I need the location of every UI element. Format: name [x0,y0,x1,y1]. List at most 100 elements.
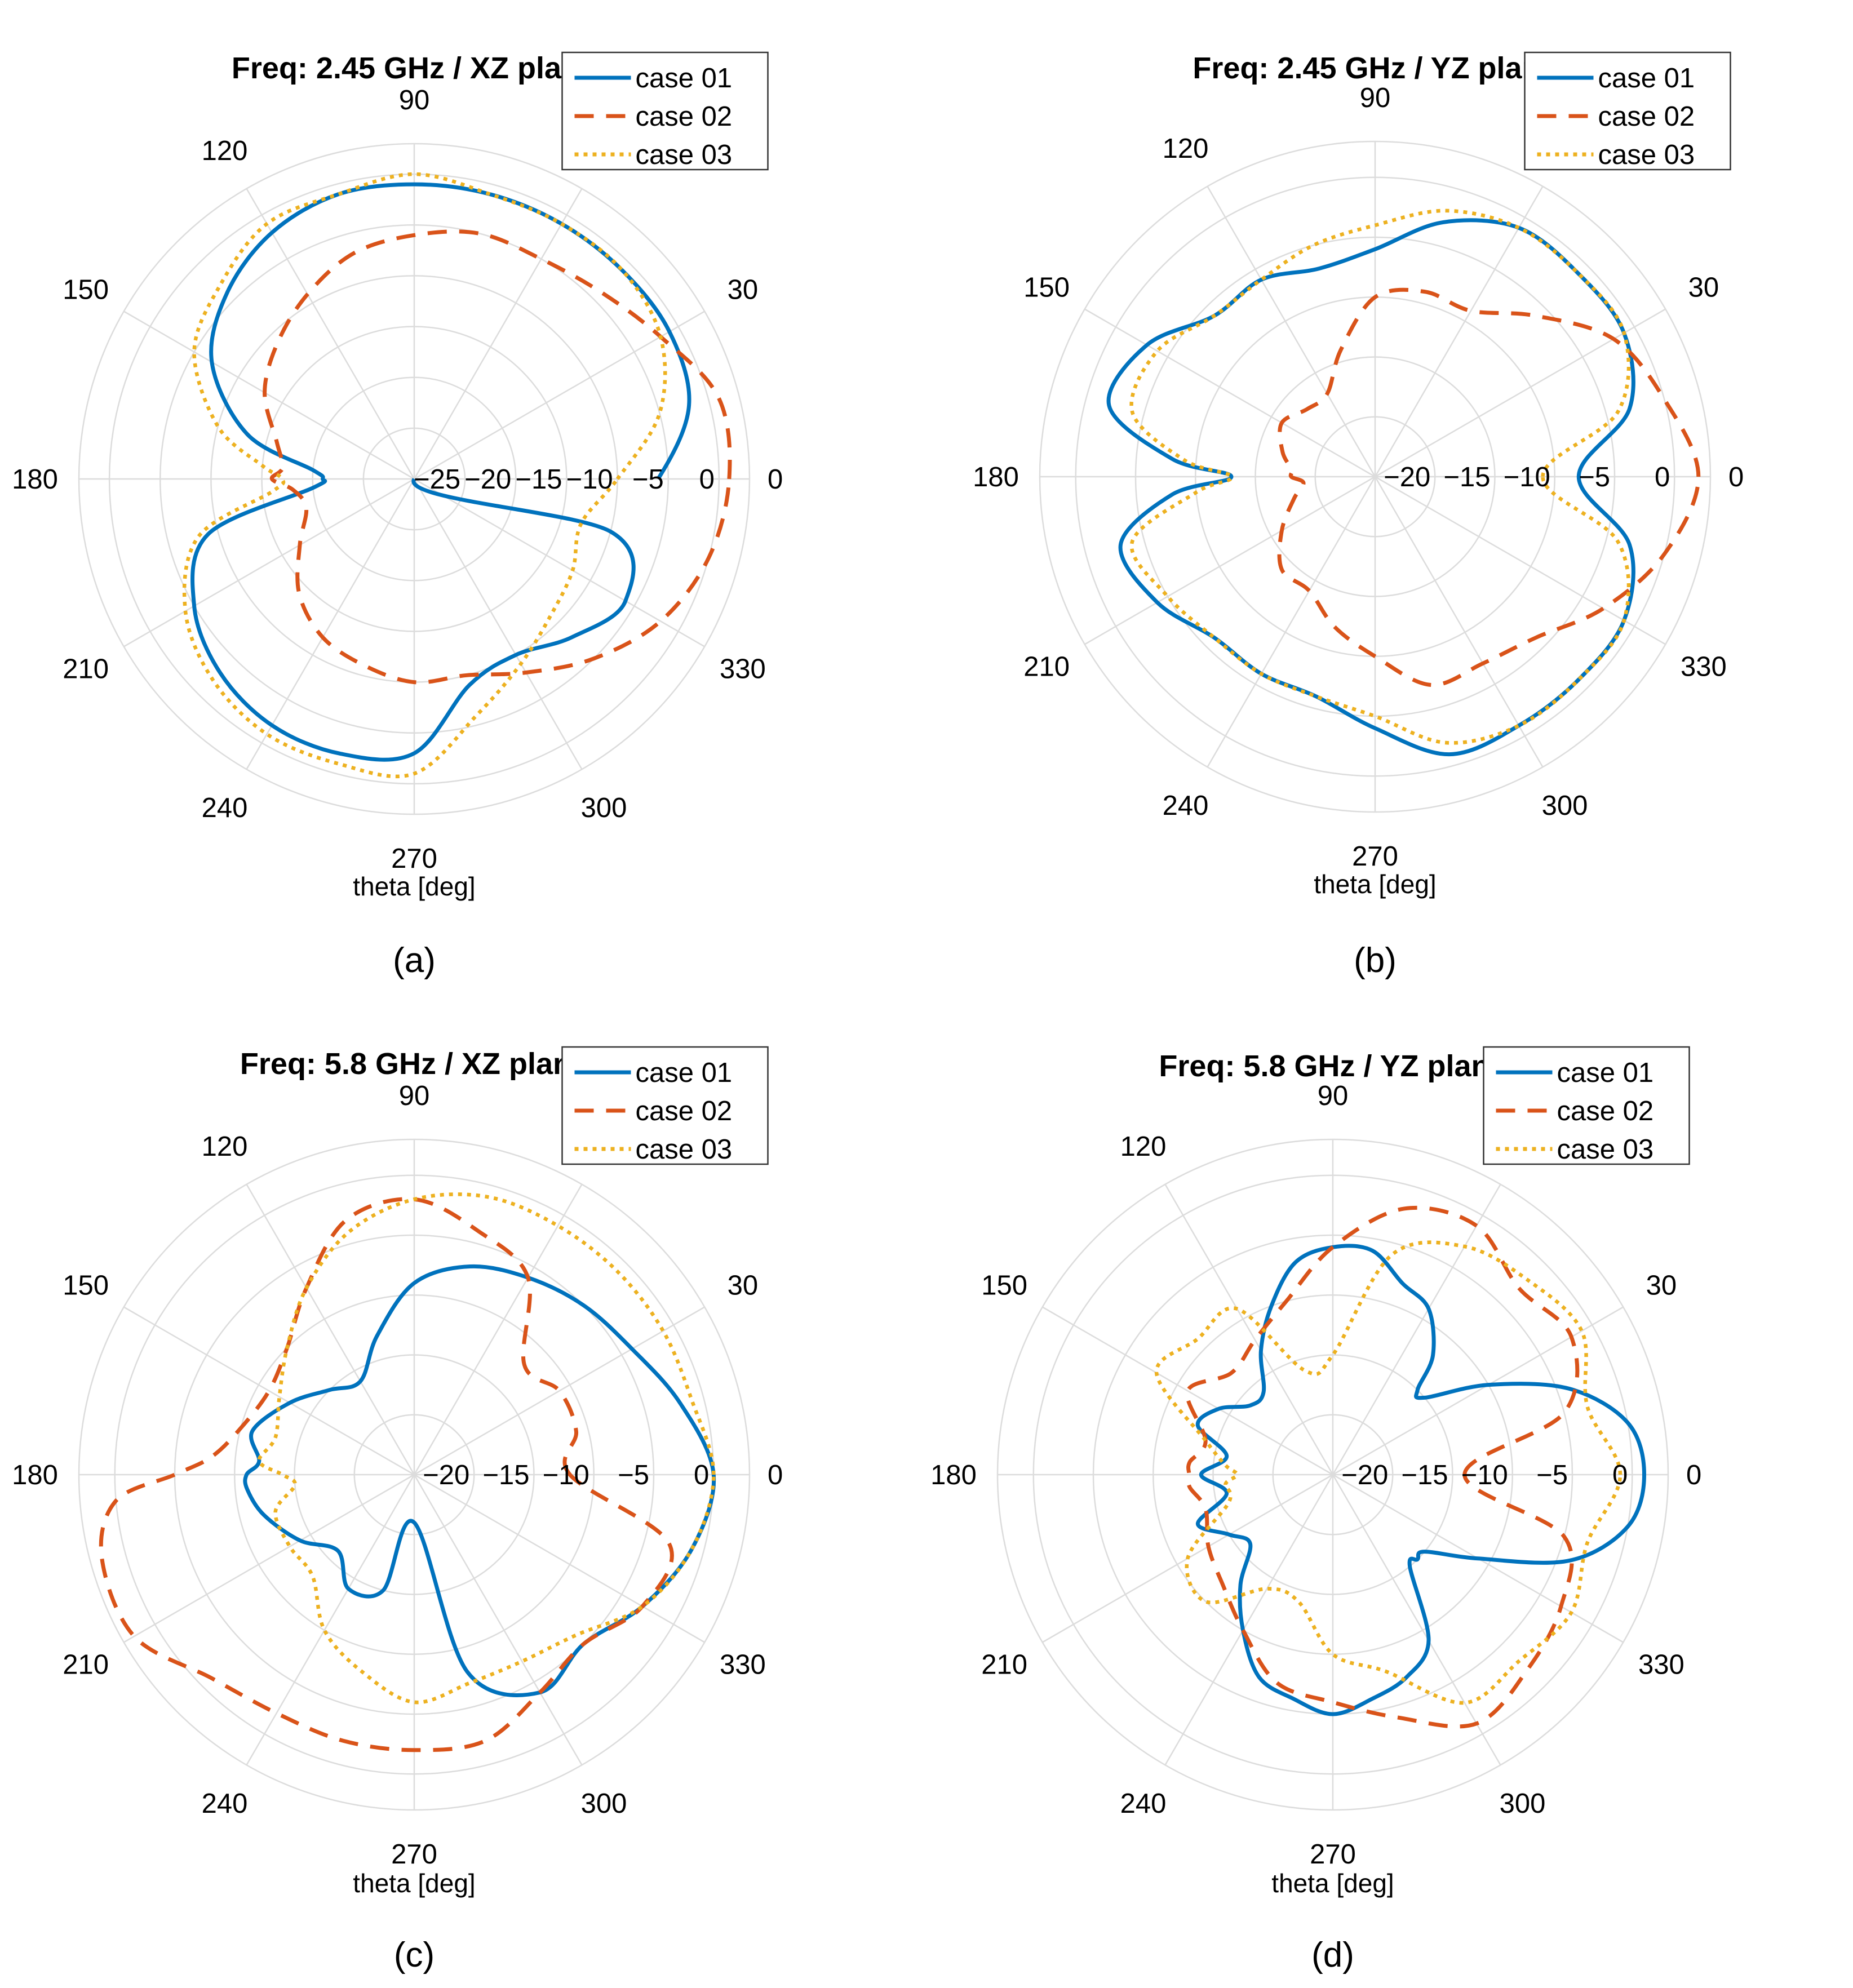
grid-circle [1314,416,1436,538]
grid-circle [1134,236,1616,717]
r-tick-label: −5 [618,1460,649,1490]
legend-label: case 02 [1598,101,1695,132]
theta-tick-label: 270 [391,844,437,874]
spoke-line [414,1474,705,1643]
legend: case 01 case 02 case 03 [1483,1046,1690,1165]
theta-tick-label: 270 [1352,841,1398,872]
theta-axis-label: theta [deg] [1314,869,1436,899]
theta-tick-label: 270 [391,1839,437,1870]
grid-circle [1212,1354,1453,1595]
spoke-line [246,478,415,770]
tick-labels: −20−15−10−500306090120150180210240270300… [973,83,1744,872]
grid-circle [1075,176,1675,777]
r-tick-label: −15 [482,1460,529,1490]
r-tick-label: 0 [1612,1460,1628,1490]
grid-circle [261,326,568,632]
r-tick-label: 0 [694,1460,709,1490]
spoke-line [246,188,415,480]
tick-labels: −20−15−10−500306090120150180210240270300… [12,1081,783,1870]
theta-tick-label: 330 [720,654,766,685]
series-line-case-03 [1154,1240,1623,1705]
polar-grid [78,1138,751,1811]
legend-label: case 01 [1557,1058,1654,1088]
spoke-line [413,1184,583,1475]
spoke-line [1374,476,1544,767]
series-line-case-01 [190,182,691,762]
spoke-line [1207,476,1376,767]
theta-tick-label: 180 [12,464,58,495]
r-tick-label: −20 [1384,462,1430,492]
grid-circle [294,1354,535,1595]
legend-label: case 01 [636,63,733,94]
tick-labels: −25−20−15−10−500306090120150180210240270… [12,85,783,874]
legend: case 01 case 02 case 03 [561,51,769,171]
spoke-line [246,1474,415,1765]
theta-tick-label: 120 [1163,134,1209,164]
legend-label: case 02 [1557,1096,1654,1126]
spoke-line [1332,1306,1624,1476]
panel-caption: (b) [1354,941,1397,980]
theta-tick-label: 30 [1688,273,1719,303]
r-tick-label: −15 [1443,462,1490,492]
chart-title: Freq: 5.8 GHz / XZ plane [240,1047,588,1081]
r-tick-label: 0 [699,464,715,495]
theta-axis-label: theta [deg] [353,872,475,901]
r-tick-label: 0 [1655,462,1670,492]
legend-label: case 03 [1557,1134,1654,1165]
series-line-case-02 [1185,1205,1580,1729]
grid-circle [108,173,720,785]
r-tick-label: −20 [464,464,511,495]
r-outer-label: 0 [1728,462,1744,492]
spoke-line [414,310,705,480]
theta-axis-label: theta [deg] [1271,1869,1394,1898]
grid-circle [353,1414,475,1536]
grid-circle [312,376,517,582]
theta-tick-label: 270 [1310,1839,1356,1870]
legend-label: case 03 [1598,140,1695,170]
r-outer-label: 0 [768,464,783,495]
r-tick-label: −25 [414,464,460,495]
theta-tick-label: 210 [1023,652,1070,682]
theta-tick-label: 150 [63,275,109,305]
series-group [1106,208,1701,757]
spoke-line [414,1306,705,1476]
spoke-line [1375,476,1666,645]
panel-caption: (c) [394,1936,435,1974]
theta-tick-label: 150 [1023,273,1070,303]
spoke-line [413,188,583,480]
r-outer-label: 0 [1686,1460,1701,1490]
theta-tick-label: 300 [581,1789,627,1819]
theta-tick-label: 240 [202,793,248,823]
theta-tick-label: 90 [1318,1081,1349,1111]
theta-tick-label: 90 [399,1081,430,1111]
spoke-line [414,478,705,647]
series-line-case-03 [182,172,667,779]
series-line-case-02 [1277,287,1701,687]
series-line-case-02 [263,229,732,685]
legend: case 01 case 02 case 03 [561,1046,769,1165]
r-tick-label: −5 [1536,1460,1568,1490]
legend-label: case 02 [636,101,733,132]
r-tick-label: −15 [1401,1460,1448,1490]
spoke-line [123,310,415,480]
grid-circle [1272,1414,1394,1536]
grid-circle [1152,1294,1513,1655]
legend-label: case 02 [636,1096,733,1126]
theta-tick-label: 210 [63,1650,109,1680]
r-tick-label: −15 [515,464,562,495]
panel-caption: (d) [1311,1936,1354,1974]
spoke-line [413,1474,583,1765]
theta-tick-label: 120 [202,1131,248,1162]
theta-tick-label: 300 [1500,1789,1546,1819]
theta-tick-label: 240 [1120,1789,1167,1819]
series-group [99,1192,716,1752]
theta-tick-label: 330 [720,1650,766,1680]
spoke-line [123,1474,415,1643]
theta-axis-label: theta [deg] [353,1869,475,1898]
spoke-line [1375,308,1666,478]
legend-box [561,51,769,171]
series-group [182,172,732,779]
r-tick-label: −10 [543,1460,589,1490]
polar-panel-a: Freq: 2.45 GHz / XZ plane theta [deg] (a… [12,51,783,980]
spoke-line [1042,1306,1333,1476]
